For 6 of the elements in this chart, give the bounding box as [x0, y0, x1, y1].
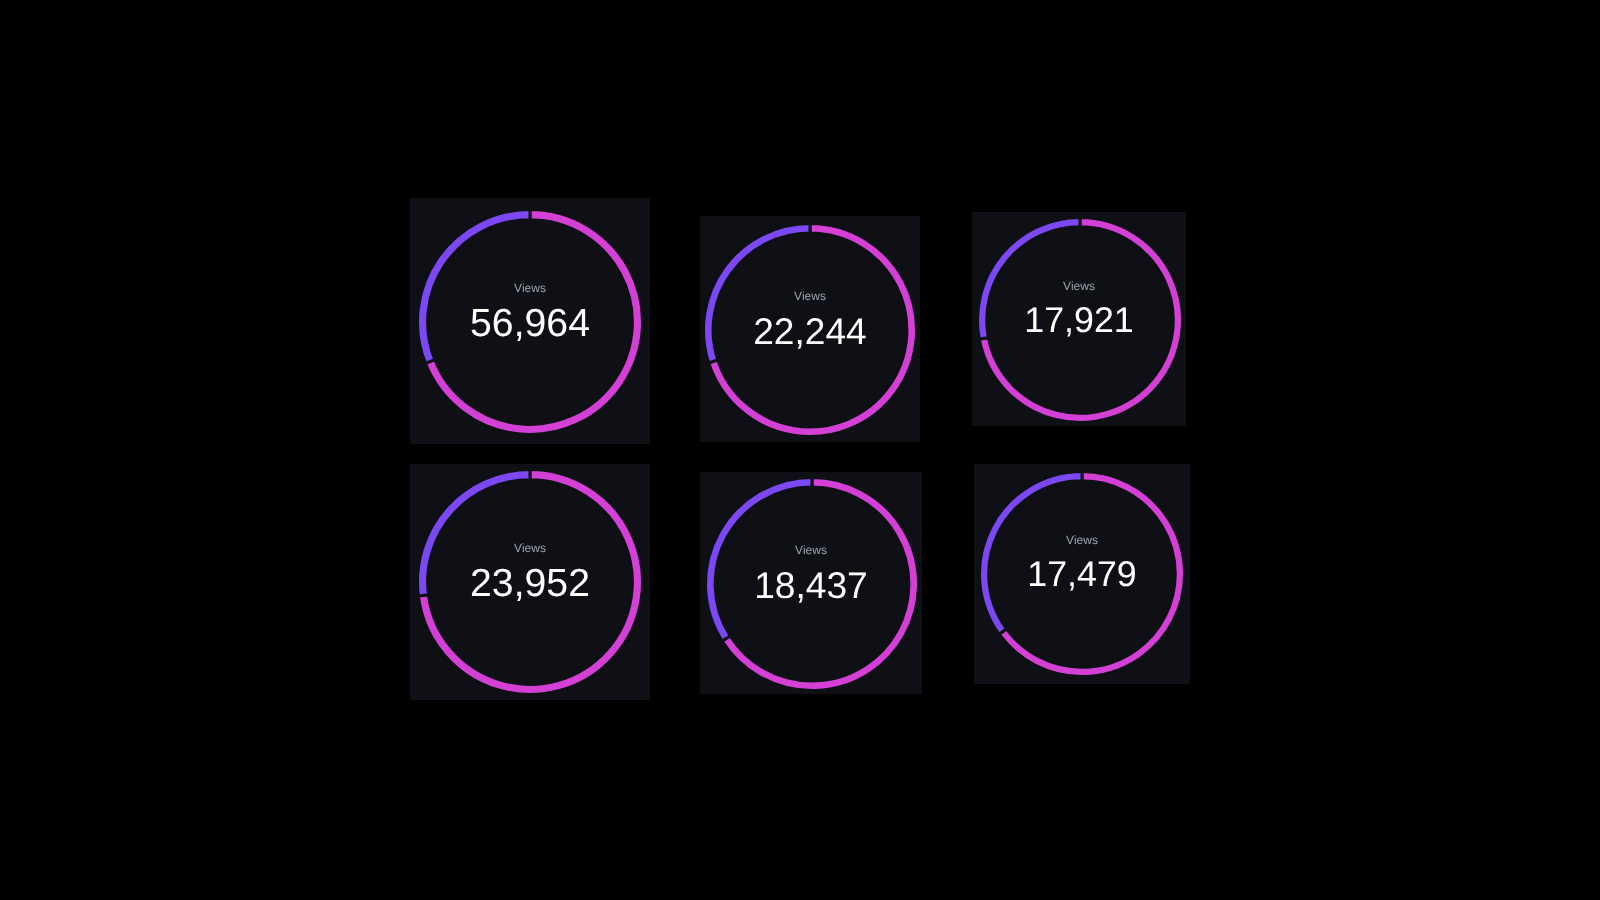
- text: 18,437: [752, 563, 870, 606]
- text: 17,921: [1022, 299, 1136, 341]
- text: 22,244: [751, 309, 869, 352]
- text: 23,952: [468, 562, 592, 608]
- text: 17,479: [1025, 554, 1139, 596]
- text: 56,964: [468, 301, 592, 347]
